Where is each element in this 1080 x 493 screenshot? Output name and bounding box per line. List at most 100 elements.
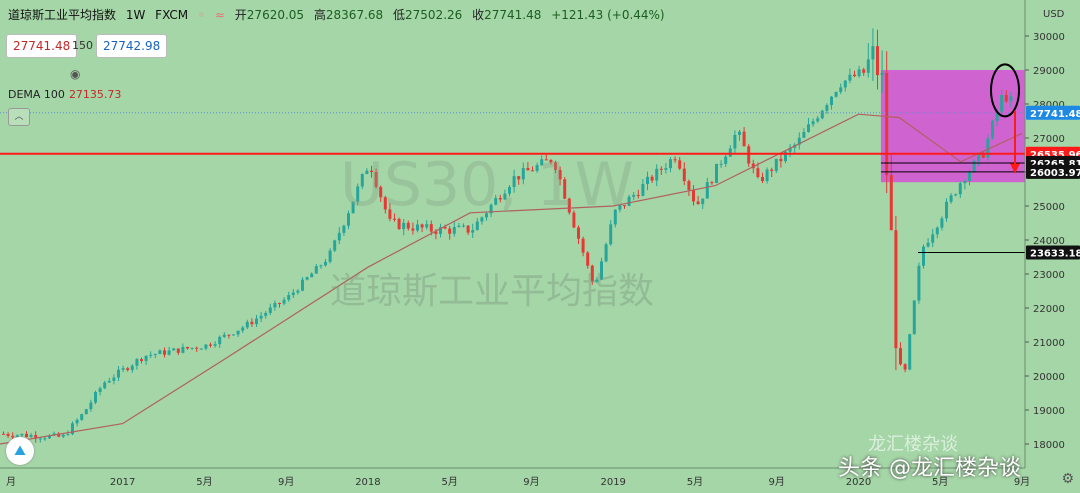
candle-body	[862, 69, 866, 73]
candle-body	[213, 344, 217, 346]
candle-body	[586, 252, 590, 266]
x-tick-label: 2017	[110, 477, 135, 488]
candle-body	[103, 382, 107, 389]
candle-body	[632, 194, 636, 197]
candle-body	[650, 176, 654, 181]
candle-body	[728, 148, 732, 157]
candle-body	[678, 160, 682, 169]
x-tick-label: 5月	[196, 476, 212, 488]
y-tick-label: 21000	[1033, 338, 1065, 349]
logo-icon[interactable]: ⛰	[6, 437, 34, 465]
candle-body	[181, 346, 185, 353]
candle-body	[899, 348, 902, 365]
candle-body	[517, 176, 521, 180]
candle-body	[310, 273, 314, 278]
candle-body	[544, 159, 548, 161]
candle-body	[84, 409, 88, 415]
x-tick-label: 5月	[932, 476, 948, 488]
candle-body	[797, 137, 801, 145]
candle-body	[222, 334, 226, 337]
candle-body	[600, 261, 603, 280]
candle-body	[986, 138, 990, 158]
visibility-eye-icon[interactable]: ◉	[70, 67, 81, 81]
candle-body	[991, 120, 994, 139]
candle-body	[834, 91, 838, 97]
candle-body	[443, 227, 447, 229]
sell-price-button[interactable]: 27741.48	[6, 34, 78, 58]
x-tick-label: 9月	[769, 476, 785, 488]
candle-body	[20, 433, 24, 436]
x-tick-label: 2018	[355, 477, 380, 488]
candle-body	[296, 290, 300, 293]
y-tick-label: 22000	[1033, 304, 1065, 315]
buy-price-button[interactable]: 27742.98	[96, 34, 168, 58]
candle-body	[425, 224, 429, 228]
close-value: 27741.48	[484, 8, 542, 22]
high-value: 28367.68	[325, 8, 384, 22]
price-label-text: 23633.18	[1030, 248, 1080, 259]
collapse-chevron-icon[interactable]: ︿	[8, 108, 30, 126]
x-tick-label: 月	[6, 476, 16, 488]
candle-body	[236, 330, 240, 335]
candle-body	[627, 196, 631, 206]
candle-body	[11, 435, 15, 438]
candle-body	[232, 334, 235, 336]
candle-body	[590, 265, 594, 282]
candle-body	[567, 198, 571, 213]
candle-body	[659, 168, 663, 170]
candle-body	[705, 182, 709, 199]
candle-body	[857, 69, 861, 77]
y-tick-label: 25000	[1033, 202, 1065, 213]
x-tick-label: 9月	[278, 476, 294, 488]
candle-body	[540, 159, 544, 166]
low-value: 27502.26	[405, 8, 463, 22]
candle-body	[839, 87, 843, 92]
candle-body	[618, 205, 622, 210]
candle-body	[144, 355, 148, 362]
candle-body	[807, 124, 810, 132]
candle-body	[981, 154, 985, 158]
close-label: 收	[472, 8, 485, 22]
candle-body	[761, 176, 764, 182]
candle-body	[149, 354, 153, 356]
candle-body	[342, 225, 346, 233]
candle-body	[117, 369, 120, 378]
candle-body	[98, 388, 102, 392]
candle-body	[820, 110, 824, 119]
candle-body	[876, 46, 879, 76]
candle-body	[563, 179, 567, 199]
candle-body	[972, 160, 976, 172]
candle-body	[301, 279, 304, 291]
candle-body	[508, 187, 511, 194]
candle-body	[287, 295, 291, 300]
candle-body	[485, 213, 488, 218]
candle-body	[646, 176, 649, 185]
symbol-title[interactable]: 道琼斯工业平均指数	[8, 8, 117, 22]
candle-body	[830, 96, 833, 106]
candle-body	[866, 59, 870, 73]
chart-header: 道琼斯工业平均指数 1W FXCM ◦ ≈ 开27620.05 高28367.6…	[8, 6, 671, 23]
price-label-text: 26535.96	[1030, 150, 1080, 161]
candle-body	[784, 151, 787, 162]
interval-label[interactable]: 1W	[125, 8, 146, 22]
dema-legend[interactable]: DEMA 100 27135.73	[8, 88, 121, 101]
candle-body	[935, 227, 939, 235]
candle-body	[241, 327, 245, 331]
symbol-watermark: US30, 1W	[340, 150, 634, 220]
candle-body	[356, 186, 360, 202]
candle-body	[140, 359, 143, 362]
price-label-box	[1026, 245, 1080, 260]
candle-body	[227, 334, 231, 336]
candle-body	[158, 350, 162, 355]
candle-body	[885, 72, 889, 176]
candle-body	[15, 435, 19, 438]
settings-gear-icon[interactable]: ⚙	[1061, 471, 1074, 487]
candle-body	[337, 232, 341, 241]
candle-body	[604, 244, 608, 262]
alert-icon[interactable]: ≈	[214, 8, 225, 22]
candle-body	[383, 197, 387, 210]
candle-body	[954, 194, 958, 196]
dema-value: 27135.73	[68, 88, 122, 101]
candle-body	[581, 238, 585, 253]
